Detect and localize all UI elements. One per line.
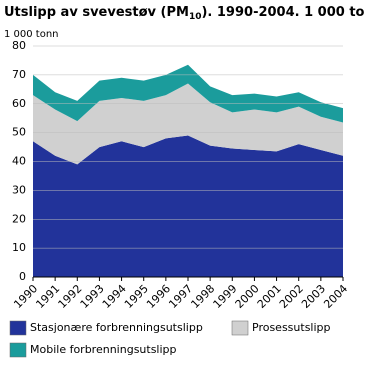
title-subscript: 10 <box>189 12 202 22</box>
area <box>33 64 343 123</box>
y-tick-label: 10 <box>12 241 26 254</box>
y-unit-label: 1 000 tonn <box>4 29 59 40</box>
x-tick-label: 1998 <box>188 282 217 311</box>
area <box>33 135 343 277</box>
legend-label: Prosessutslipp <box>252 321 331 334</box>
x-tick-label: 2001 <box>255 282 284 311</box>
legend-label: Stasjonære forbrenningsutslipp <box>30 321 203 334</box>
x-tick-label: 1996 <box>144 282 173 311</box>
legend-swatch <box>231 320 249 336</box>
x-tick-label: 2002 <box>277 282 306 311</box>
title-main: Utslipp av svevestøv (PM <box>4 5 189 20</box>
legend-label: Mobile forbrenningsutslipp <box>30 343 177 356</box>
x-tick-label: 1994 <box>100 282 129 311</box>
x-tick-label: 2004 <box>321 282 350 311</box>
y-tick-label: 20 <box>12 212 26 225</box>
x-tick-label: 2000 <box>233 282 262 311</box>
x-tick-label: 1993 <box>78 282 107 311</box>
legend-swatch <box>9 320 27 336</box>
x-tick-label: 1995 <box>122 282 151 311</box>
x-tick-label: 1991 <box>33 282 62 311</box>
title-rest: ). 1990-2004. 1 000 tonn <box>201 5 365 20</box>
y-tick-label: 0 <box>19 270 26 283</box>
legend-swatch <box>9 342 27 358</box>
y-tick-label: 60 <box>12 97 26 110</box>
y-tick-label: 40 <box>12 155 26 168</box>
y-tick-label: 80 <box>12 39 26 52</box>
x-tick-label: 1999 <box>211 282 240 311</box>
y-tick-label: 70 <box>12 68 26 81</box>
x-tick-label: 1990 <box>11 282 40 311</box>
chart-title: Utslipp av svevestøv (PM10). 1990-2004. … <box>4 5 365 22</box>
x-tick-label: 2003 <box>299 282 328 311</box>
x-tick-label: 1992 <box>56 282 85 311</box>
x-tick-label: 1997 <box>166 282 195 311</box>
y-tick-label: 50 <box>12 126 26 139</box>
y-tick-label: 30 <box>12 183 26 196</box>
